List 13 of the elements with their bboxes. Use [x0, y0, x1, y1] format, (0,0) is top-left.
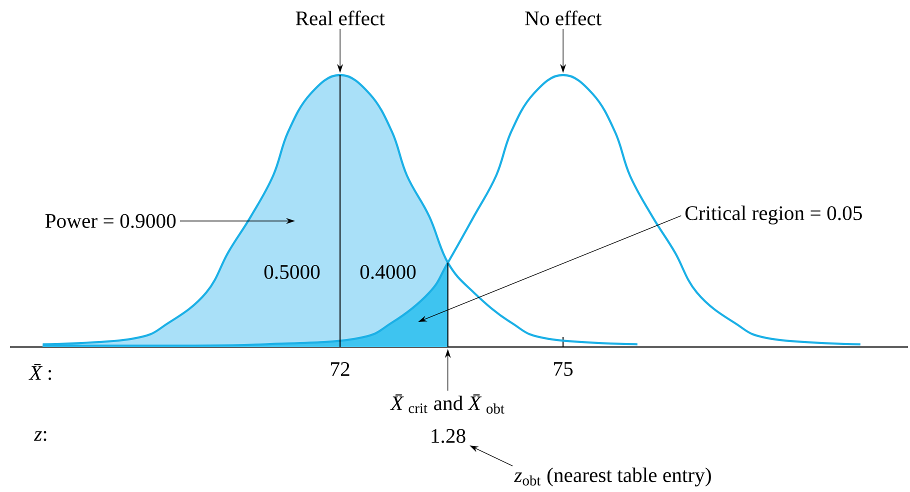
x-tick-label: 72: [331, 362, 350, 376]
annotation: No effect: [525, 10, 602, 26]
annotation: 0.5000: [264, 264, 320, 280]
annotation: Power = 0.9000: [45, 214, 176, 228]
text: z:: [34, 430, 46, 441]
annotation: Critical region = 0.05: [685, 206, 862, 224]
x-axis-title: X̄:: [28, 364, 52, 380]
annotation: X̄$_{crit}$ and X̄$_{obt}$: [390, 394, 504, 414]
annotation: Real effect: [296, 10, 385, 26]
text: z$_{obt}$ (nearest table entry): [514, 468, 711, 486]
annotation: 0.4000: [360, 264, 416, 280]
x-tick-label: 75: [554, 362, 573, 376]
text: 1.28: [432, 428, 466, 444]
